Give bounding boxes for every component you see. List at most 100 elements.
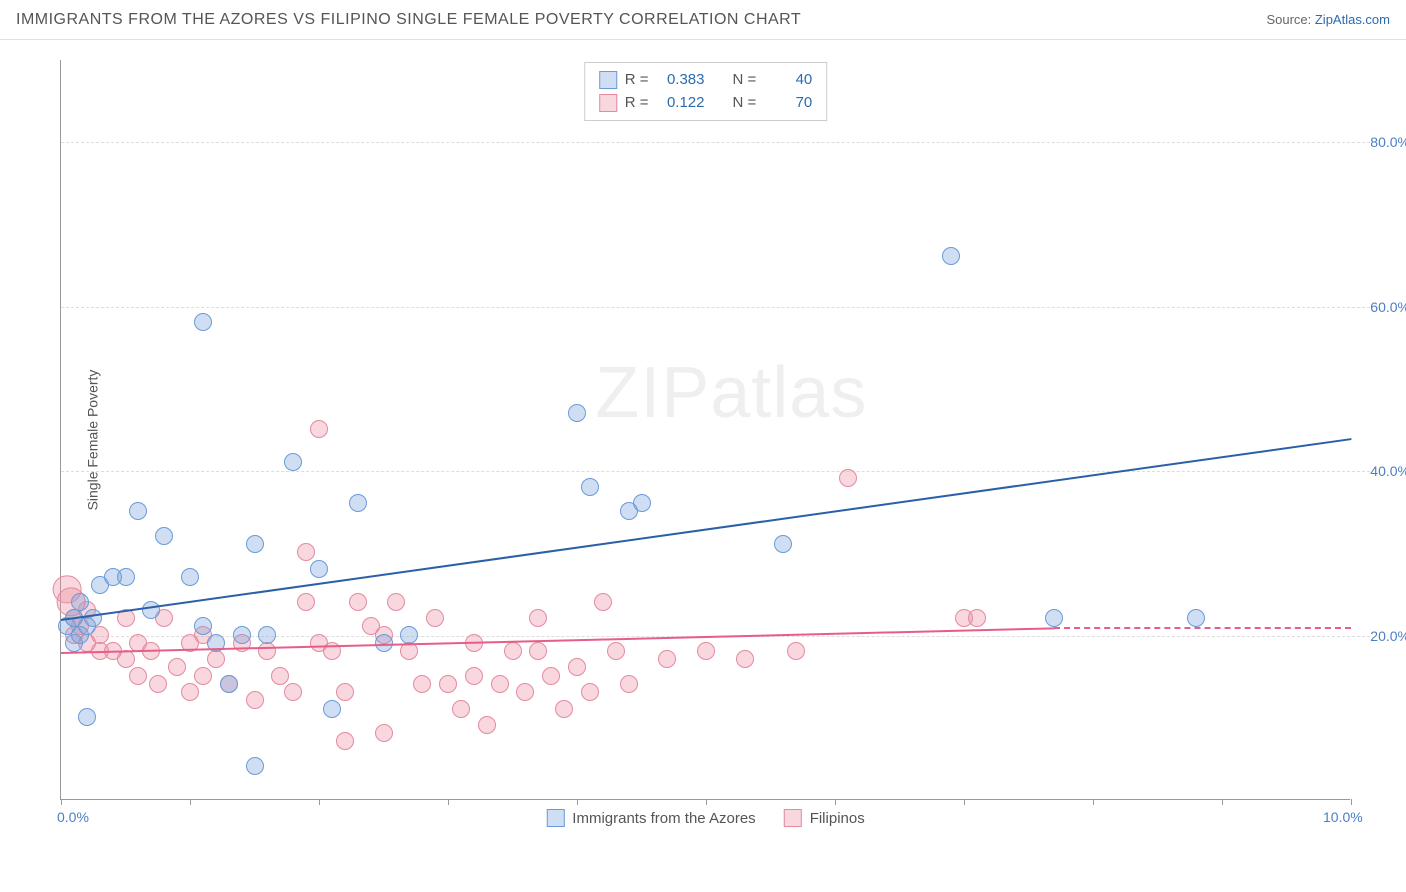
filipinos-trendline-extrapolated [1054, 627, 1351, 629]
gridline [61, 471, 1370, 472]
x-tick [1093, 799, 1094, 805]
n-label: N = [733, 69, 757, 92]
azores-point [400, 626, 418, 644]
filipinos-point [504, 642, 522, 660]
filipinos-point [117, 650, 135, 668]
filipinos-point [439, 675, 457, 693]
filipinos-point [697, 642, 715, 660]
filipinos-point [336, 732, 354, 750]
r-label: R = [625, 69, 649, 92]
filipinos-r-value: 0.122 [657, 92, 705, 115]
filipinos-point [516, 683, 534, 701]
azores-point [284, 453, 302, 471]
azores-n-value: 40 [764, 69, 812, 92]
azores-point [581, 478, 599, 496]
filipinos-point [426, 609, 444, 627]
filipinos-point [284, 683, 302, 701]
filipinos-point [310, 420, 328, 438]
x-tick [190, 799, 191, 805]
azores-point [194, 313, 212, 331]
x-tick [964, 799, 965, 805]
azores-point [774, 535, 792, 553]
filipinos-point [349, 593, 367, 611]
filipinos-point [387, 593, 405, 611]
azores-point [323, 700, 341, 718]
x-tick [835, 799, 836, 805]
filipinos-point [258, 642, 276, 660]
azores-point [942, 247, 960, 265]
filipinos-point [620, 675, 638, 693]
swatch-filipinos-bottom [784, 809, 802, 827]
azores-trendline [61, 438, 1351, 621]
azores-point [258, 626, 276, 644]
azores-point [181, 568, 199, 586]
chart-title: IMMIGRANTS FROM THE AZORES VS FILIPINO S… [16, 11, 801, 29]
azores-point [1187, 609, 1205, 627]
r-label-2: R = [625, 92, 649, 115]
x-tick-label: 10.0% [1323, 809, 1363, 825]
swatch-azores [599, 71, 617, 89]
azores-point [142, 601, 160, 619]
y-tick-label: 20.0% [1370, 628, 1406, 644]
source-prefix: Source: [1266, 12, 1314, 27]
series-legend: Immigrants from the Azores Filipinos [546, 809, 864, 827]
azores-point [568, 404, 586, 422]
source-link[interactable]: ZipAtlas.com [1315, 12, 1390, 27]
filipinos-point [839, 469, 857, 487]
filipinos-point [297, 543, 315, 561]
azores-point [71, 593, 89, 611]
filipinos-point [194, 667, 212, 685]
azores-point [155, 527, 173, 545]
azores-point [233, 626, 251, 644]
filipinos-point [529, 642, 547, 660]
filipinos-point [736, 650, 754, 668]
filipinos-point [375, 724, 393, 742]
legend-row-filipinos: R = 0.122 N = 70 [599, 92, 813, 115]
correlation-legend: R = 0.383 N = 40 R = 0.122 N = 70 [584, 62, 828, 121]
azores-point [129, 502, 147, 520]
watermark: ZIPatlas [595, 352, 867, 434]
gridline [61, 307, 1370, 308]
azores-point [246, 535, 264, 553]
legend-row-azores: R = 0.383 N = 40 [599, 69, 813, 92]
azores-point [375, 634, 393, 652]
filipinos-point [568, 658, 586, 676]
filipinos-point [968, 609, 986, 627]
filipinos-point [607, 642, 625, 660]
filipinos-point [271, 667, 289, 685]
azores-point [220, 675, 238, 693]
azores-point [310, 560, 328, 578]
filipinos-point [246, 691, 264, 709]
x-tick [61, 799, 62, 805]
y-tick-label: 60.0% [1370, 299, 1406, 315]
azores-point [349, 494, 367, 512]
filipinos-point [529, 609, 547, 627]
x-tick [577, 799, 578, 805]
azores-point [633, 494, 651, 512]
swatch-azores-bottom [546, 809, 564, 827]
filipinos-point [336, 683, 354, 701]
legend-label-azores: Immigrants from the Azores [572, 810, 755, 827]
azores-point [246, 757, 264, 775]
filipinos-point [168, 658, 186, 676]
swatch-filipinos [599, 94, 617, 112]
azores-point [84, 609, 102, 627]
filipinos-point [149, 675, 167, 693]
filipinos-point [297, 593, 315, 611]
filipinos-point [465, 667, 483, 685]
chart-area: Single Female Poverty ZIPatlas R = 0.383… [50, 60, 1370, 820]
azores-r-value: 0.383 [657, 69, 705, 92]
filipinos-n-value: 70 [764, 92, 812, 115]
azores-point [78, 708, 96, 726]
filipinos-point [207, 650, 225, 668]
n-label-2: N = [733, 92, 757, 115]
x-tick [706, 799, 707, 805]
chart-header: IMMIGRANTS FROM THE AZORES VS FILIPINO S… [0, 0, 1406, 40]
x-tick [448, 799, 449, 805]
scatter-plot: ZIPatlas R = 0.383 N = 40 R = 0.122 N = … [60, 60, 1350, 800]
filipinos-point [452, 700, 470, 718]
legend-label-filipinos: Filipinos [810, 810, 865, 827]
filipinos-point [413, 675, 431, 693]
azores-point [117, 568, 135, 586]
filipinos-point [542, 667, 560, 685]
